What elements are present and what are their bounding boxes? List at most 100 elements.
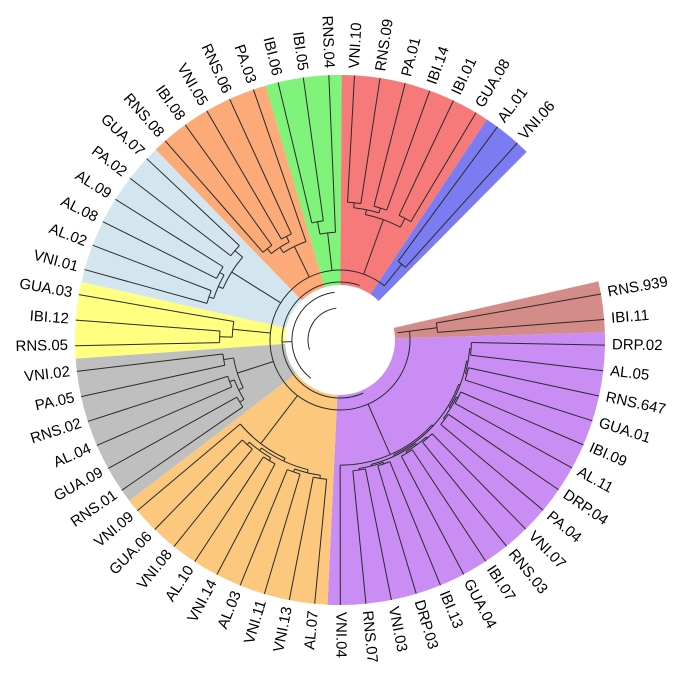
branch-segment: [415, 443, 418, 446]
leaf-branch: [454, 142, 518, 214]
tree-branches: [75, 75, 605, 606]
branch-segment: [254, 192, 282, 240]
branch-segment: [231, 271, 281, 304]
branch-segment: [448, 413, 498, 449]
branch-segment: [267, 463, 276, 479]
leaf-branch: [488, 342, 605, 346]
leaf-label: PA.05: [34, 389, 76, 414]
leaf-branch: [87, 380, 215, 422]
branch-segment: [398, 159, 427, 216]
branch-segment: [437, 326, 502, 333]
leaf-branch: [229, 98, 280, 207]
branch-arc: [405, 436, 427, 453]
leaf-label: RNS.02: [28, 415, 83, 447]
branch-arc: [397, 260, 406, 268]
leaf-branch: [288, 501, 309, 601]
branch-arc: [230, 245, 240, 257]
branch-arc: [440, 413, 449, 425]
branch-segment: [239, 399, 245, 403]
branch-segment: [306, 469, 309, 473]
branch-segment: [194, 203, 240, 246]
leaf-label: VNI.03: [385, 605, 411, 653]
branch-segment: [232, 328, 271, 334]
clade-sector-green: [265, 75, 342, 288]
branch-arc: [377, 461, 391, 467]
leaf-label: IBI.09: [587, 439, 630, 470]
branch-arc: [227, 376, 233, 388]
leaf-branch: [419, 126, 498, 233]
clade-sector-salmon: [393, 281, 605, 339]
leaf-label: GUA.03: [18, 275, 73, 301]
branch-arc: [373, 205, 387, 211]
leaf-branch: [524, 361, 604, 372]
branch-segment: [223, 357, 234, 361]
leaf-label: IBI.12: [29, 308, 69, 328]
branch-segment: [268, 457, 272, 461]
branch-segment: [411, 449, 428, 474]
leaf-label: PA.03: [231, 42, 260, 85]
branch-arc: [448, 360, 468, 408]
backbone-arc: [307, 307, 337, 350]
leaf-branch: [96, 401, 198, 446]
branch-segment: [219, 272, 225, 276]
branch-segment: [327, 232, 333, 271]
branch-arc: [216, 266, 224, 279]
leaf-branch: [453, 481, 507, 547]
clade-sectors: [75, 75, 605, 605]
leaf-label: RNS.09: [372, 18, 397, 72]
leaf-branch: [314, 527, 323, 604]
leaf-branch: [328, 75, 333, 156]
leaf-label: AL.03: [214, 589, 245, 632]
branch-segment: [233, 456, 264, 502]
branch-arc: [365, 214, 401, 228]
leaf-label: VNI.13: [270, 605, 295, 653]
leaf-branch: [499, 373, 600, 397]
branch-segment: [285, 236, 290, 243]
branch-segment: [393, 454, 395, 457]
leaf-label: DRP.02: [612, 336, 663, 354]
branch-segment: [373, 159, 387, 207]
branch-segment: [233, 448, 253, 473]
leaf-branch: [277, 82, 301, 174]
leaf-label: AL.07: [301, 610, 322, 651]
branch-segment: [229, 379, 235, 383]
branch-segment: [152, 287, 208, 304]
branch-segment: [440, 424, 470, 449]
backbone-arc: [269, 269, 411, 411]
leaf-branch: [146, 158, 196, 205]
branch-segment: [279, 165, 307, 242]
branch-segment: [352, 470, 357, 504]
branch-arc: [236, 396, 244, 408]
branch-segment: [431, 433, 442, 444]
branch-segment: [147, 342, 220, 345]
branch-segment: [422, 441, 455, 482]
branch-segment: [223, 406, 244, 421]
leaf-branch: [385, 83, 406, 160]
leaf-branch: [355, 503, 367, 604]
branch-segment: [364, 209, 367, 215]
branch-arc: [443, 396, 458, 419]
branch-segment: [436, 317, 464, 324]
leaf-label: AL.11: [574, 463, 616, 496]
branch-segment: [389, 461, 407, 501]
branch-segment: [378, 207, 381, 214]
leaf-label: IBI.07: [483, 562, 519, 604]
leaf-label: VNI.14: [184, 577, 220, 626]
leaf-label: RNS.04: [318, 15, 337, 68]
branch-segment: [448, 406, 451, 409]
branch-segment: [353, 202, 355, 208]
branch-segment: [409, 327, 438, 332]
branch-segment: [397, 330, 410, 334]
branch-arc: [464, 367, 469, 381]
branch-segment: [197, 386, 232, 403]
leaf-branch: [136, 458, 200, 512]
clade-sector-orange-lower: [129, 373, 338, 605]
leaf-label: IBI.01: [448, 55, 480, 98]
leaf-label: AL.09: [72, 167, 114, 202]
leaf-branch: [403, 460, 465, 575]
leaf-branch: [92, 244, 181, 280]
branch-segment: [283, 458, 286, 462]
branch-segment: [236, 222, 264, 253]
leaf-label: RNS.05: [15, 337, 68, 355]
branch-arc: [294, 468, 321, 476]
